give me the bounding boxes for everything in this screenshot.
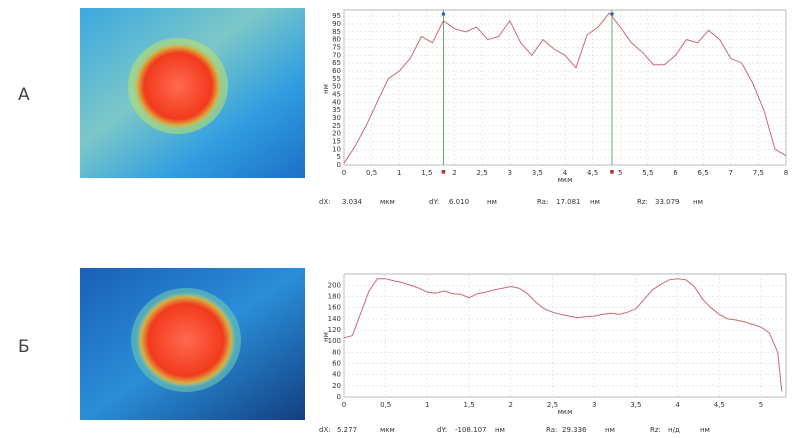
x-tick-label: 4 xyxy=(563,169,568,177)
x-tick-label: 6,5 xyxy=(698,169,709,177)
y-tick-label: 85 xyxy=(332,28,341,36)
y-tick-label: 90 xyxy=(332,20,341,28)
x-tick-label: 3,5 xyxy=(630,401,641,409)
readout-label: dX: xyxy=(319,198,331,206)
y-tick-label: 15 xyxy=(332,137,341,145)
readout-label: Ra: xyxy=(546,426,557,434)
y-tick-label: 35 xyxy=(332,106,341,114)
x-tick-label: 5 xyxy=(759,401,763,409)
x-tick-label: 6 xyxy=(673,169,678,177)
readout-unit: нм xyxy=(487,198,497,206)
x-tick-label: 4,5 xyxy=(714,401,725,409)
x-axis-label: мкм xyxy=(558,176,573,184)
x-tick-label: 4 xyxy=(675,401,680,409)
readout-label: Rz: xyxy=(650,426,661,434)
y-tick-label: 20 xyxy=(332,382,341,390)
y-tick-label: 80 xyxy=(332,36,341,44)
readout-unit: нм xyxy=(693,198,703,206)
x-tick-label: 5,5 xyxy=(642,169,653,177)
x-tick-label: 1,5 xyxy=(464,401,475,409)
y-tick-label: 100 xyxy=(328,337,341,345)
readout-label: dY: xyxy=(429,198,439,206)
readout-value: н/д xyxy=(668,426,680,434)
y-tick-label: 10 xyxy=(332,145,341,153)
x-tick-label: 2,5 xyxy=(547,401,558,409)
afm-image-b xyxy=(80,268,305,420)
x-tick-label: 7,5 xyxy=(753,169,764,177)
afm-image-a xyxy=(80,8,305,178)
y-tick-label: 50 xyxy=(332,83,341,91)
y-tick-label: 200 xyxy=(328,281,341,289)
y-tick-label: 5 xyxy=(337,153,341,161)
x-tick-label: 3 xyxy=(508,169,512,177)
y-tick-label: 25 xyxy=(332,122,341,130)
readout-unit: нм xyxy=(495,426,505,434)
x-tick-label: 3,5 xyxy=(532,169,543,177)
readout-value: 6.010 xyxy=(449,198,469,206)
y-tick-label: 60 xyxy=(332,67,341,75)
x-tick-label: 0 xyxy=(342,169,346,177)
y-tick-label: 80 xyxy=(332,348,341,356)
y-tick-label: 55 xyxy=(332,75,341,83)
y-tick-label: 20 xyxy=(332,130,341,138)
y-tick-label: 40 xyxy=(332,98,341,106)
x-tick-label: 3 xyxy=(592,401,596,409)
readout-label: Rz: xyxy=(637,198,648,206)
x-tick-label: 1,5 xyxy=(421,169,432,177)
readout-unit: мкм xyxy=(380,426,395,434)
y-tick-label: 30 xyxy=(332,114,341,122)
y-tick-label: 160 xyxy=(328,304,341,312)
x-tick-label: 2 xyxy=(509,401,513,409)
y-tick-label: 0 xyxy=(337,161,341,169)
x-tick-label: 1 xyxy=(425,401,429,409)
x-tick-label: 8 xyxy=(784,169,788,177)
readout-value: 17.081 xyxy=(556,198,581,206)
y-tick-label: 45 xyxy=(332,90,341,98)
y-tick-label: 70 xyxy=(332,51,341,59)
x-tick-label: 2,5 xyxy=(477,169,488,177)
cursor-handle xyxy=(441,170,446,174)
x-tick-label: 7 xyxy=(729,169,733,177)
y-tick-label: 140 xyxy=(328,315,341,323)
readout-value: 33.079 xyxy=(655,198,680,206)
cursor-marker xyxy=(441,12,446,16)
readout-value: 29.336 xyxy=(562,426,587,434)
plot-frame xyxy=(343,273,787,398)
x-tick-label: 0,5 xyxy=(380,401,391,409)
panel-label: А xyxy=(18,85,30,105)
y-tick-label: 180 xyxy=(328,293,341,301)
readout-label: dY: xyxy=(437,426,447,434)
profile-line xyxy=(343,278,783,392)
x-tick-label: 0,5 xyxy=(366,169,377,177)
readout-value: -108.107 xyxy=(455,426,486,434)
y-tick-label: 120 xyxy=(328,326,341,334)
x-tick-label: 1 xyxy=(397,169,401,177)
x-tick-label: 0 xyxy=(342,401,346,409)
readout-value: 3.034 xyxy=(342,198,363,206)
y-axis-label: нм xyxy=(322,84,330,94)
profile-line xyxy=(343,12,787,164)
readout-label: Ra: xyxy=(537,198,548,206)
x-tick-label: 4,5 xyxy=(587,169,598,177)
y-tick-label: 75 xyxy=(332,43,341,51)
x-tick-label: 5 xyxy=(618,169,622,177)
y-tick-label: 0 xyxy=(337,393,341,401)
x-axis-label: мкм xyxy=(558,408,573,416)
readout-unit: нм xyxy=(700,426,710,434)
y-tick-label: 60 xyxy=(332,360,341,368)
readout-value: 5.277 xyxy=(337,426,357,434)
cursor-handle xyxy=(610,170,614,174)
readout-label: dX: xyxy=(319,426,331,434)
y-tick-label: 65 xyxy=(332,59,341,67)
readout-unit: нм xyxy=(605,426,615,434)
y-tick-label: 40 xyxy=(332,371,341,379)
readout-unit: нм xyxy=(590,198,600,206)
panel-label: Б xyxy=(18,337,30,357)
y-tick-label: 95 xyxy=(332,12,341,20)
y-axis-label: нм xyxy=(322,332,330,342)
readout-unit: мкм xyxy=(380,198,395,206)
x-tick-label: 2 xyxy=(452,169,456,177)
